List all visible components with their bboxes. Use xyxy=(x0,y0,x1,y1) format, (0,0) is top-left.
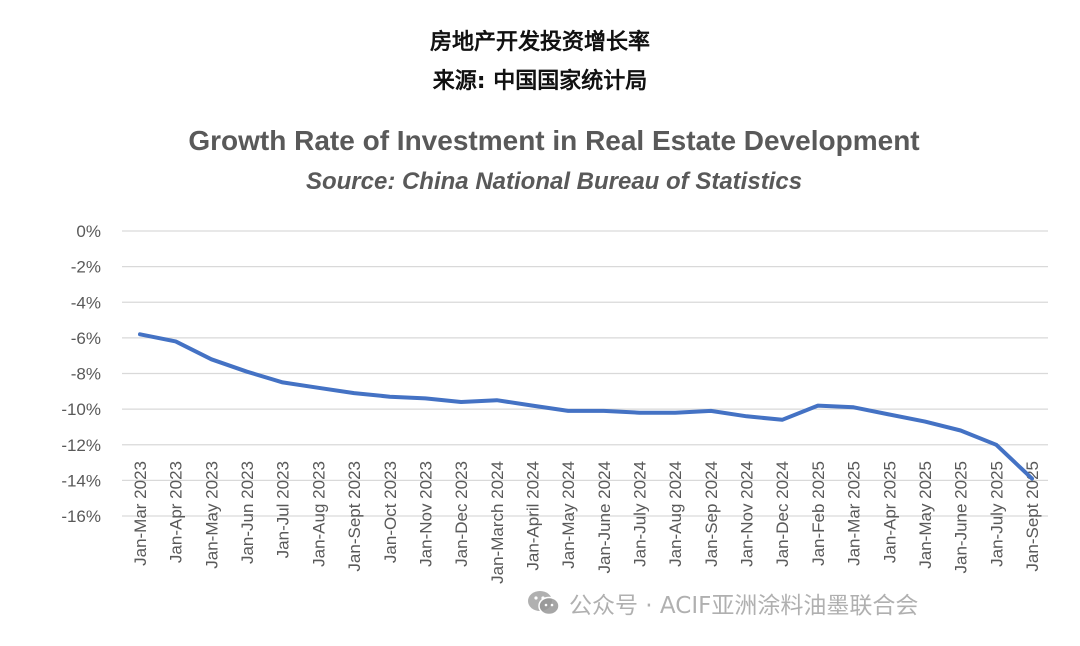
data-point xyxy=(745,414,749,418)
series-layer xyxy=(138,332,1034,481)
x-tick-label: Jan-Jul 2023 xyxy=(274,461,293,558)
x-tick-label: Jan-May 2025 xyxy=(916,461,935,569)
x-tick-label: Jan-Sept 2025 xyxy=(1023,461,1042,572)
wechat-icon xyxy=(527,589,561,617)
x-tick-label: Jan-Dec 2024 xyxy=(773,461,792,567)
data-point xyxy=(459,400,463,404)
data-point xyxy=(281,380,285,384)
data-point xyxy=(352,391,356,395)
chart-subtitle: Source: China National Bureau of Statist… xyxy=(305,168,803,195)
x-tick-label: Jan-June 2024 xyxy=(595,461,614,573)
x-tick-label: Jan-May 2024 xyxy=(559,461,578,569)
data-point xyxy=(709,409,713,413)
x-tick-label: Jan-Apr 2025 xyxy=(880,461,899,563)
x-tick-label: Jan-March 2024 xyxy=(488,461,507,584)
data-point xyxy=(388,395,392,399)
x-tick-label: Jan-Oct 2023 xyxy=(381,461,400,563)
x-tick-label: Jan-April 2024 xyxy=(523,461,542,571)
data-point xyxy=(852,405,856,409)
chinese-source: 来源: 中国国家统计局 xyxy=(432,69,648,94)
data-point xyxy=(138,332,142,336)
y-tick-label: -8% xyxy=(71,365,101,384)
data-point xyxy=(1030,477,1034,481)
x-tick-label: Jan-Mar 2025 xyxy=(845,461,864,566)
data-point xyxy=(174,339,178,343)
watermark: 公众号 · ACIF亚洲涂料油墨联合会 xyxy=(527,586,918,620)
x-tick-label: Jan-Feb 2025 xyxy=(809,461,828,566)
y-tick-label: -10% xyxy=(61,400,101,419)
data-point xyxy=(245,370,249,374)
chart-title: Growth Rate of Investment in Real Estate… xyxy=(188,125,920,156)
x-tick-label: Jan-Mar 2023 xyxy=(131,461,150,566)
y-tick-label: -2% xyxy=(71,258,101,277)
x-tick-label: Jan-Nov 2024 xyxy=(738,461,757,567)
data-point xyxy=(923,420,927,424)
x-tick-label: Jan-Sep 2024 xyxy=(702,461,721,567)
x-tick-label: Jan-June 2025 xyxy=(952,461,971,573)
x-tick-label: Jan-Aug 2023 xyxy=(309,461,328,567)
chinese-title: 房地产开发投资增长率 xyxy=(429,30,650,55)
data-point xyxy=(530,404,534,408)
y-tick-label: -4% xyxy=(71,293,101,312)
y-tick-label: -14% xyxy=(61,471,101,490)
x-tick-label: Jan-Dec 2023 xyxy=(452,461,471,567)
data-point xyxy=(602,409,606,413)
x-tick-label: Jan-Sept 2023 xyxy=(345,461,364,572)
x-tick-label: Jan-May 2023 xyxy=(202,461,221,569)
data-point xyxy=(887,412,891,416)
y-tick-label: -12% xyxy=(61,436,101,455)
x-tick-label: Jan-July 2024 xyxy=(631,461,650,567)
data-point xyxy=(959,429,963,432)
x-tick-label: Jan-July 2025 xyxy=(987,461,1006,567)
x-tick-label: Jan-Jun 2023 xyxy=(238,461,257,564)
data-point xyxy=(816,404,820,408)
data-point xyxy=(209,357,213,361)
series-line xyxy=(138,332,1034,481)
x-tick-label: Jan-Apr 2023 xyxy=(167,461,186,563)
y-tick-label: -6% xyxy=(71,329,101,348)
data-point xyxy=(423,396,427,400)
x-tick-label: Jan-Aug 2024 xyxy=(666,461,685,567)
grid-lines xyxy=(122,230,1048,517)
watermark-text: 公众号 · ACIF亚洲涂料油墨联合会 xyxy=(569,593,919,619)
data-point xyxy=(495,398,499,402)
x-tick-label: Jan-Nov 2023 xyxy=(416,461,435,567)
data-point xyxy=(316,386,320,390)
data-point xyxy=(994,443,998,447)
y-axis-ticks: 0% -2% -4% -6% -8% -10% -12% -14% -16% xyxy=(61,222,101,526)
data-point xyxy=(673,411,677,415)
data-point xyxy=(780,418,784,422)
data-point xyxy=(638,411,642,415)
y-tick-label: -16% xyxy=(61,507,101,526)
data-point xyxy=(566,409,570,413)
y-tick-label: 0% xyxy=(76,222,101,241)
x-axis-ticks: Jan-Mar 2023 Jan-Apr 2023 Jan-May 2023 Jan-… xyxy=(131,461,1042,584)
